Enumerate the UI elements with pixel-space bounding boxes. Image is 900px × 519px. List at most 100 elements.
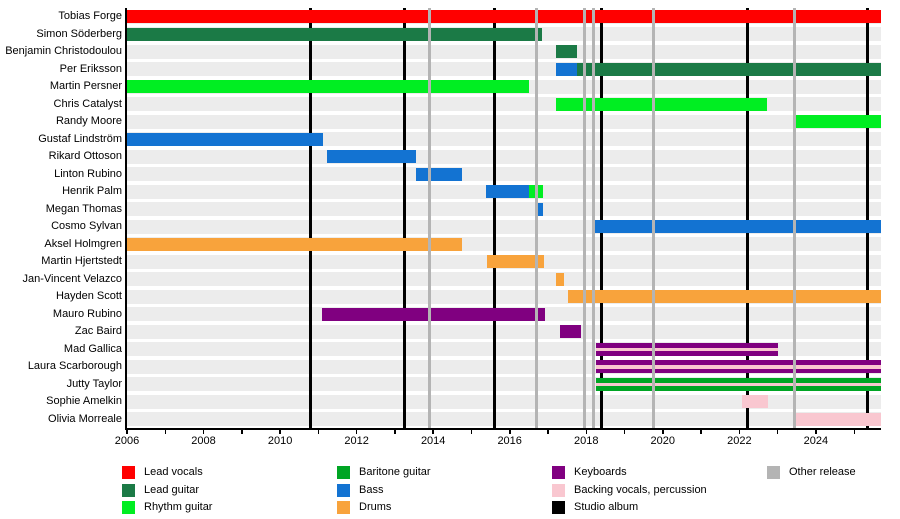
legend-swatch-baritone-guitar [337, 466, 350, 479]
legend-label-backing-vocals: Backing vocals, percussion [574, 483, 707, 496]
axis-tick [623, 430, 626, 434]
secondary-role-stripe-backing-vocals [596, 365, 881, 369]
member-label: Martin Persner [49, 80, 122, 93]
legend-swatch-studio-album [552, 501, 565, 514]
row-band [127, 202, 881, 217]
member-label: Martin Hjertstedt [41, 255, 122, 268]
member-label: Tobias Forge [58, 10, 122, 23]
timeline-bar-backing-vocals [793, 412, 881, 426]
legend-label-baritone-guitar: Baritone guitar [359, 466, 431, 478]
studio-album-line [600, 8, 604, 428]
other-release-line [793, 8, 797, 428]
studio-album-line [403, 8, 406, 428]
row-band [127, 114, 881, 129]
axis-tick [738, 430, 741, 434]
other-release-line [427, 8, 431, 428]
timeline-bar-lead-guitar [556, 45, 577, 59]
legend-label-bass: Bass [359, 483, 384, 496]
axis-tick [164, 430, 166, 434]
timeline-bar-bass [556, 62, 577, 76]
legend-swatch-keyboards [552, 466, 565, 479]
axis-tick-label: 2006 [114, 435, 140, 447]
row-band [127, 394, 881, 409]
member-label: Mad Gallica [63, 342, 122, 355]
timeline-bar-drums [555, 272, 565, 286]
legend-label-drums: Drums [359, 501, 392, 513]
row-band [127, 149, 881, 164]
timeline-bar-bass [127, 132, 323, 146]
timeline-bar-bass [486, 185, 529, 199]
row-band [127, 272, 881, 287]
axis-tick [279, 430, 281, 434]
member-label: Henrik Palm [62, 185, 122, 198]
timeline-bar-rhythm-guitar [127, 80, 529, 94]
timeline-bar-bass [537, 202, 544, 216]
member-label: Olivia Morreale [48, 412, 122, 425]
timeline-bar-bass [416, 167, 463, 181]
member-label: Sophie Amelkin [46, 395, 122, 408]
legend-swatch-lead-vocals [122, 466, 135, 479]
member-label: Randy Moore [55, 115, 122, 128]
legend-label-rhythm-guitar: Rhythm guitar [144, 501, 213, 513]
studio-album-line [492, 8, 496, 428]
axis-tick [317, 430, 320, 434]
axis-tick [585, 430, 587, 434]
member-label: Aksel Holmgren [44, 237, 122, 250]
row-band [127, 97, 881, 112]
axis-tick [700, 430, 702, 434]
member-label: Per Eriksson [59, 62, 122, 75]
member-label: Benjamin Christodoulou [5, 45, 122, 58]
secondary-role-stripe-backing-vocals [596, 382, 881, 386]
axis-tick [470, 430, 473, 434]
member-label: Megan Thomas [45, 202, 122, 215]
axis-tick [662, 430, 664, 434]
axis-tick [126, 430, 128, 434]
axis-tick-label: 2022 [727, 435, 752, 447]
row-band [127, 412, 881, 427]
row-band [127, 167, 881, 182]
member-label: Mauro Rubino [52, 307, 122, 320]
timeline-bar-drums [486, 255, 545, 269]
secondary-role-stripe-backing-vocals [596, 347, 778, 351]
member-label: Simon Söderberg [36, 27, 122, 40]
member-label: Hayden Scott [55, 290, 122, 303]
axis-tick [202, 430, 205, 434]
axis-tick-label: 2020 [650, 435, 676, 447]
studio-album-line [866, 8, 870, 428]
other-release-line [535, 8, 538, 428]
timeline-bar-lead-guitar [576, 62, 881, 76]
member-label: Linton Rubino [54, 167, 122, 180]
member-label: Cosmo Sylvan [51, 220, 122, 233]
timeline-bar-drums [127, 237, 463, 251]
legend-swatch-drums [337, 501, 350, 514]
row-band [127, 44, 881, 59]
axis-tick-label: 2008 [191, 435, 216, 447]
timeline-bar-bass [594, 220, 881, 234]
axis-tick-label: 2018 [574, 435, 599, 447]
axis-tick [547, 430, 549, 434]
legend-swatch-bass [337, 483, 350, 497]
studio-album-line [745, 8, 749, 428]
timeline-bar-keyboards [560, 325, 582, 339]
member-label: Laura Scarborough [27, 360, 122, 373]
axis-tick [815, 430, 817, 434]
axis-tick [241, 430, 243, 434]
studio-album-line [309, 8, 313, 428]
legend-label-lead-guitar: Lead guitar [144, 483, 200, 496]
axis-tick-label: 2010 [267, 435, 293, 447]
legend-label-studio-album: Studio album [574, 501, 639, 513]
row-band [127, 324, 881, 339]
other-release-line [592, 8, 596, 428]
timeline-bar-keyboards [322, 307, 546, 321]
timeline-bar-rhythm-guitar [793, 115, 881, 129]
timeline-bar-lead-vocals [127, 10, 881, 24]
axis-tick [394, 430, 396, 434]
axis-tick [355, 430, 358, 434]
timeline-bar-lead-guitar [127, 27, 543, 41]
member-label: Jan-Vincent Velazco [22, 272, 122, 285]
legend-swatch-other-release [767, 466, 780, 479]
axis-tick-label: 2016 [497, 435, 522, 447]
axis-tick-label: 2014 [420, 435, 446, 447]
legend-swatch-backing-vocals [552, 483, 565, 497]
